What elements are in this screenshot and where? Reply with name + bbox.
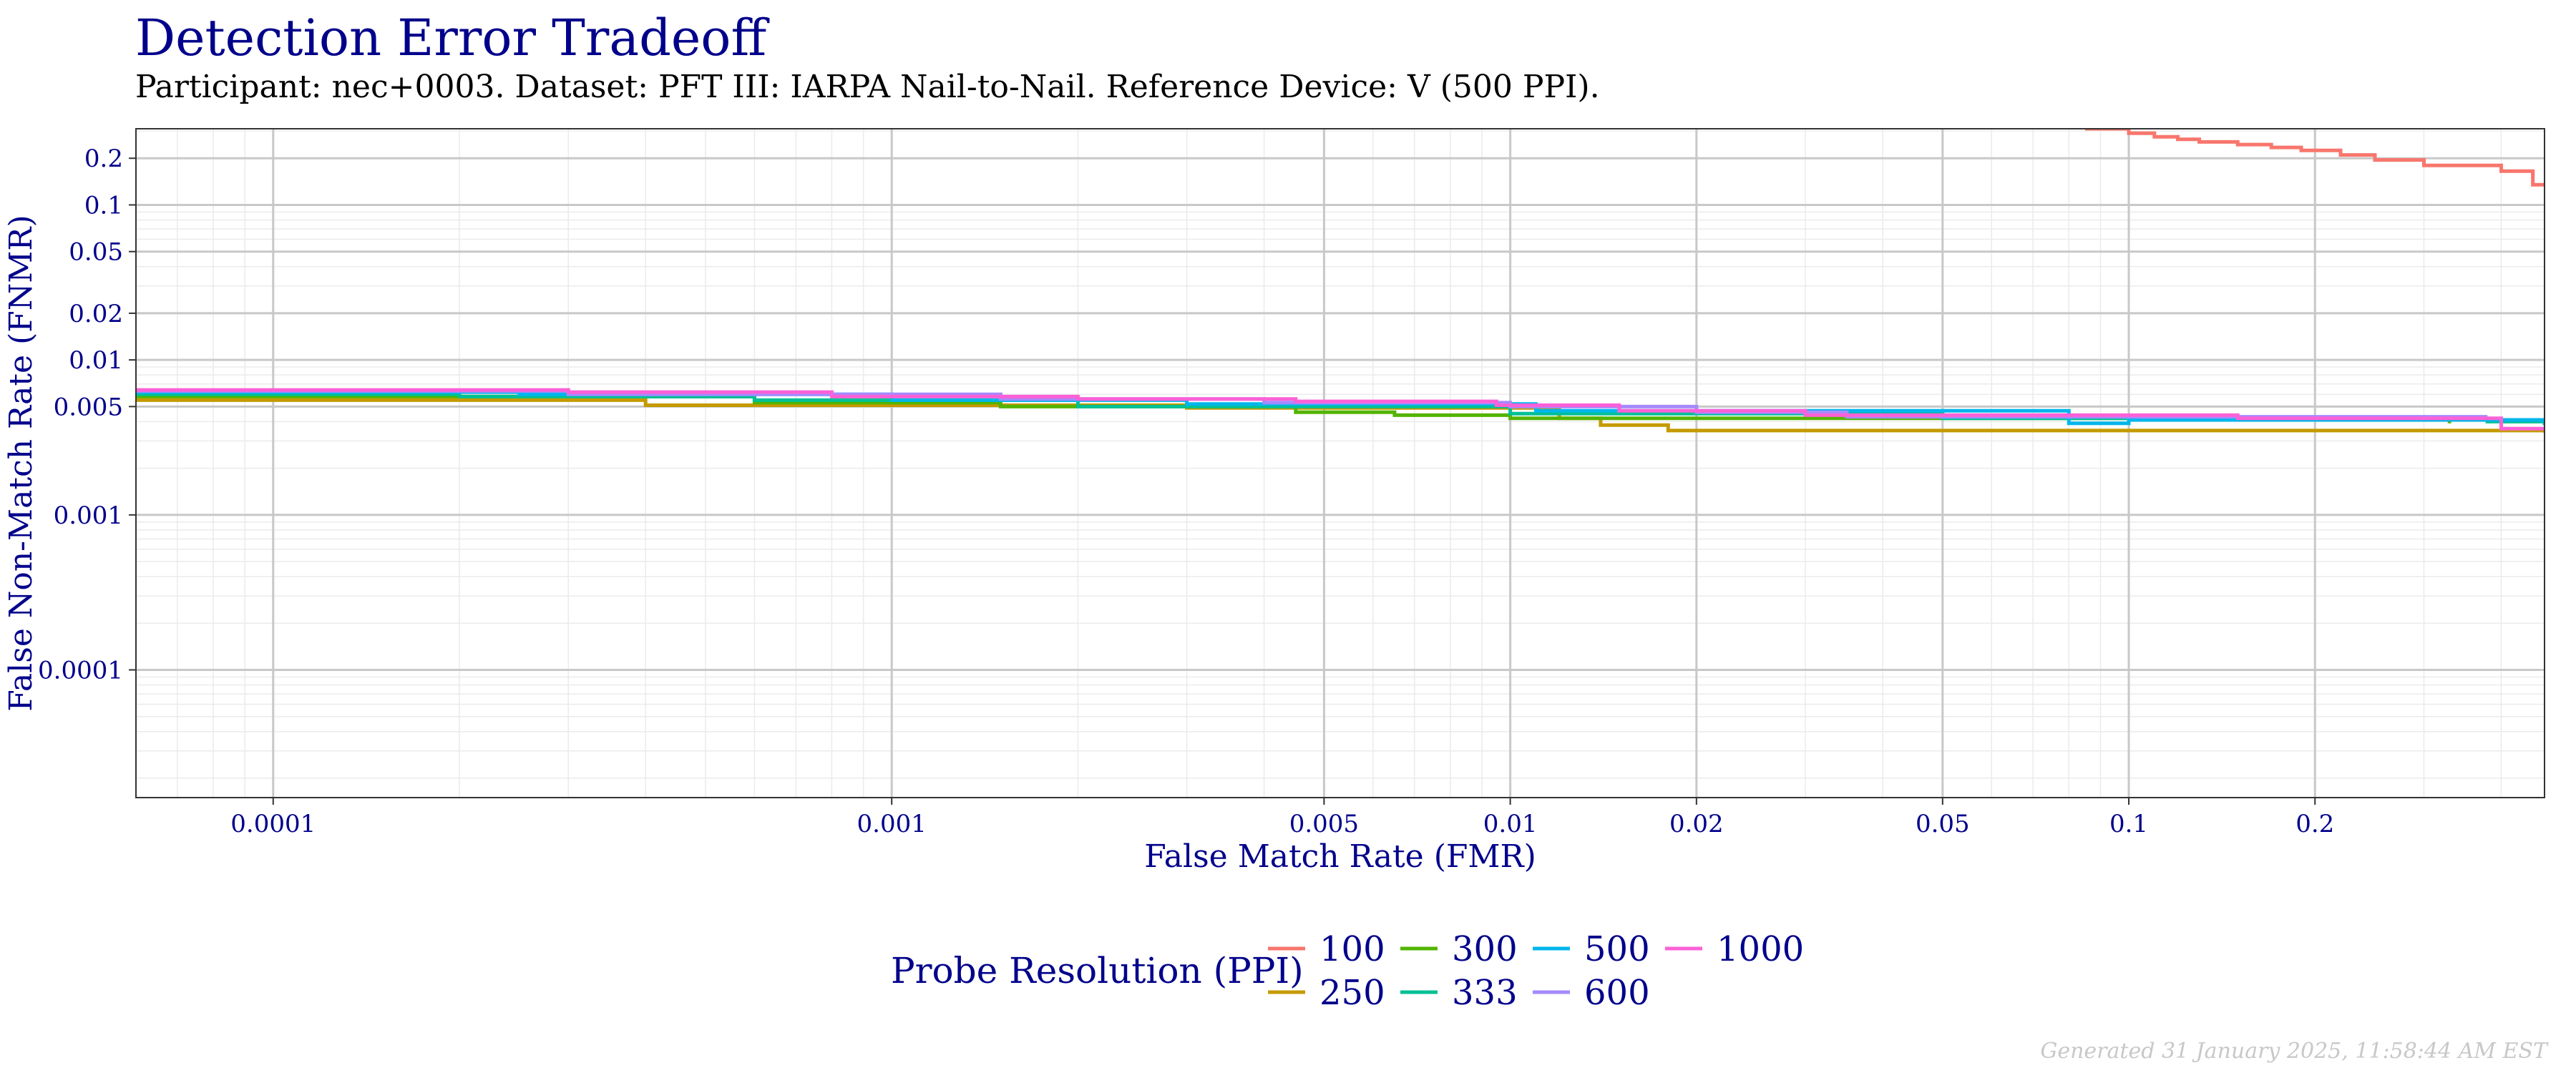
y-tick-label: 0.0001: [38, 656, 123, 685]
x-tick-label: 0.1: [2109, 810, 2148, 838]
legend-label-500: 500: [1584, 929, 1650, 969]
y-tick-label: 0.001: [54, 501, 123, 530]
x-tick-label: 0.02: [1669, 810, 1724, 838]
legend-label-250: 250: [1319, 973, 1385, 1013]
x-tick-label: 0.01: [1483, 810, 1538, 838]
y-tick-label: 0.02: [69, 300, 123, 328]
series-line-100: [2085, 129, 2545, 187]
legend-label-300: 300: [1452, 929, 1518, 969]
y-tick-label: 0.2: [84, 144, 123, 173]
y-axis-title: False Non-Match Rate (FNMR): [3, 215, 39, 711]
x-axis-title: False Match Rate (FMR): [1144, 838, 1536, 875]
y-tick-label: 0.01: [69, 346, 123, 375]
x-tick-label: 0.001: [857, 810, 927, 838]
x-tick-label: 0.005: [1289, 810, 1359, 838]
legend-label-100: 100: [1319, 929, 1385, 969]
y-tick-label: 0.05: [69, 238, 123, 267]
legend-title: Probe Resolution (PPI): [891, 950, 1304, 991]
generated-timestamp: Generated 31 January 2025, 11:58:44 AM E…: [2040, 1039, 2547, 1064]
legend-label-333: 333: [1452, 973, 1518, 1013]
x-tick-label: 0.0001: [230, 810, 316, 838]
x-tick-label: 0.2: [2296, 810, 2334, 838]
chart-subtitle: Participant: nec+0003. Dataset: PFT III:…: [135, 69, 1600, 105]
x-tick-label: 0.05: [1916, 810, 1970, 838]
plot-border: [135, 128, 2545, 798]
legend-label-600: 600: [1584, 973, 1650, 1013]
series-line-1000: [136, 388, 2545, 431]
legend-label-1000: 1000: [1717, 929, 1804, 969]
chart-title: Detection Error Tradeoff: [135, 9, 767, 67]
y-tick-label: 0.005: [54, 393, 123, 421]
y-tick-label: 0.1: [84, 191, 123, 220]
